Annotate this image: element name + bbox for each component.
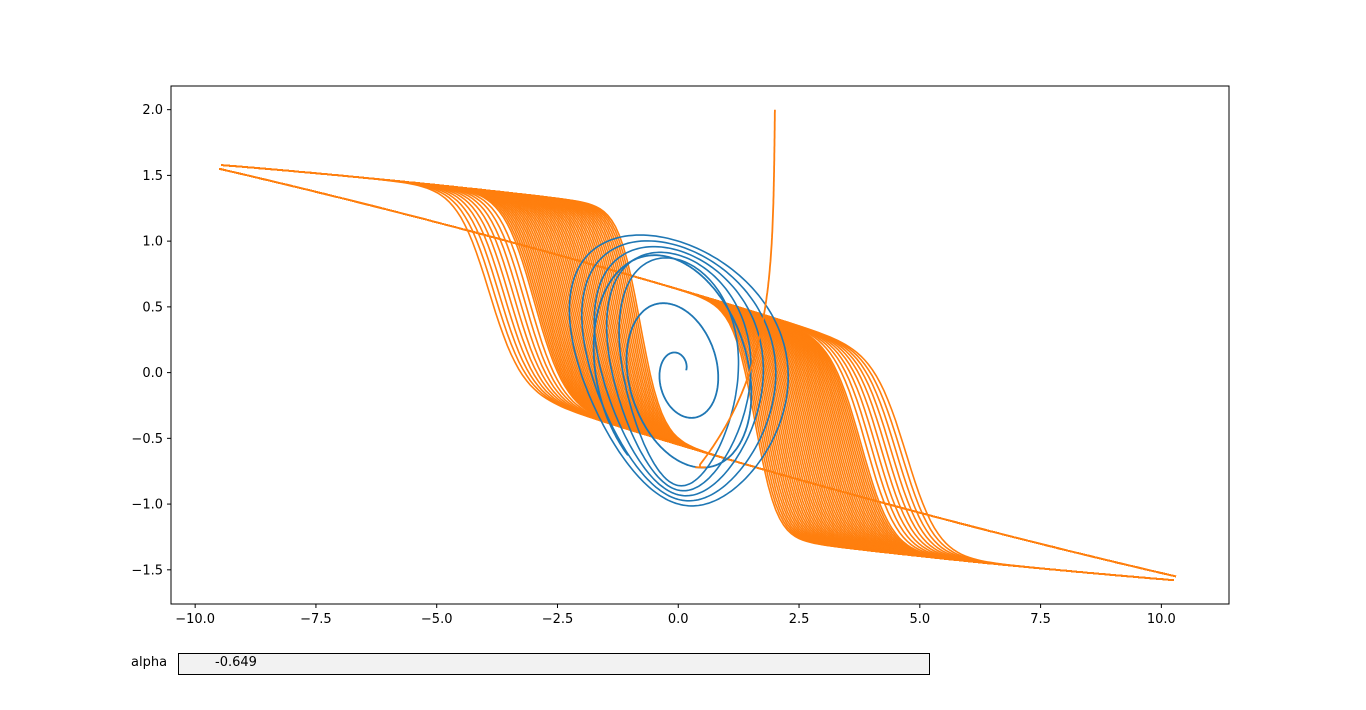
limit-cycle-lower-curve [221,164,1177,578]
x-tick-label: −10.0 [175,612,215,627]
y-tick-label: 2.0 [142,103,163,118]
alpha-slider[interactable] [178,653,930,675]
y-tick-label: 0.0 [142,366,163,381]
chart-canvas: −10.0 −7.5 −5.0 −2.5 0.0 2.5 5.0 7.5 10.0 −1.5−1… [131,85,1230,627]
slider-label: alpha [131,655,168,670]
blue-loop-trajectory [581,240,777,502]
blue-loop-trajectory [605,251,752,492]
slider-value: -0.649 [215,655,257,670]
blue-loop-trajectory [618,257,740,487]
x-tick-label: 7.5 [1030,612,1051,627]
x-tick-label: 0.0 [668,612,689,627]
plot-frame [170,85,1230,605]
x-tick-label: 5.0 [909,612,930,627]
x-tick-label: −2.5 [542,612,574,627]
y-tick-label: −1.5 [131,563,163,578]
y-tick-label: 1.0 [142,235,163,250]
x-tick-label: −5.0 [421,612,453,627]
blue-loop-trajectory [593,245,765,497]
y-axis: −1.5 −1.0 −0.5 0.0 0.5 1.0 1.5 2.0 [131,103,171,578]
y-tick-label: 0.5 [142,300,163,315]
plot-area [171,86,1229,604]
blue-loop-trajectory [568,234,789,507]
x-axis: −10.0 −7.5 −5.0 −2.5 0.0 2.5 5.0 7.5 10.0 [175,604,1176,627]
limit-cycle-upper-curve [219,168,1174,581]
x-tick-label: 2.5 [789,612,810,627]
orange-trajectory [695,109,776,469]
x-tick-label: 10.0 [1147,612,1176,627]
alpha-slider-row: alpha -0.649 [0,652,1366,676]
y-tick-label: −0.5 [131,432,163,447]
curves-layer [219,109,1177,581]
y-tick-label: −1.0 [131,498,163,513]
x-tick-label: −7.5 [300,612,332,627]
y-tick-label: 1.5 [142,169,163,184]
blue-spiral-trajectory [592,254,753,469]
